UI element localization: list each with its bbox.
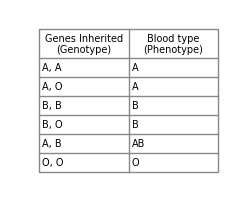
Text: A, A: A, A (42, 63, 61, 73)
Text: Genes Inherited
(Genotype): Genes Inherited (Genotype) (45, 34, 122, 55)
Text: A: A (131, 82, 138, 92)
Text: A, O: A, O (42, 82, 62, 92)
Text: O: O (131, 157, 139, 167)
Text: B: B (131, 101, 138, 111)
Text: Blood type
(Phenotype): Blood type (Phenotype) (143, 34, 203, 55)
Text: AB: AB (131, 139, 144, 148)
Text: B, B: B, B (42, 101, 62, 111)
Text: A, B: A, B (42, 139, 62, 148)
Text: B, O: B, O (42, 120, 62, 130)
Text: A: A (131, 63, 138, 73)
Text: O, O: O, O (42, 157, 63, 167)
Text: B: B (131, 120, 138, 130)
